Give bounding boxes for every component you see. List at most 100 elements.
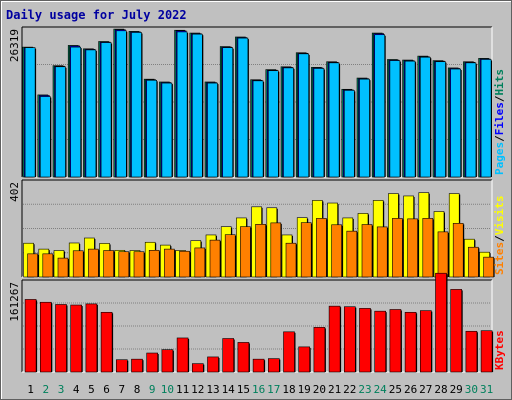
bar-kbytes-day-10 [161, 349, 174, 373]
x-tick-label-day-4: 4 [73, 383, 80, 396]
x-tick-label-day-5: 5 [88, 383, 95, 396]
x-tick-label-day-29: 29 [450, 383, 463, 396]
bar-pages-day-27 [419, 56, 431, 178]
panel-bottom-ymax-label: 161267 [8, 282, 21, 322]
bar-kbytes-day-7 [116, 359, 128, 373]
legend-item-files: Files [493, 102, 506, 135]
bar-pages-day-19 [298, 53, 310, 178]
bar-pages-day-4 [70, 46, 81, 178]
x-tick-label-day-27: 27 [419, 383, 432, 396]
bar-pages-day-12 [192, 33, 203, 178]
legend-item-sites: Sites [493, 242, 506, 275]
bar-kbytes-day-27 [419, 310, 432, 373]
bar-pages-day-24 [374, 34, 386, 178]
bar-kbytes-day-22 [343, 306, 356, 373]
bar-pages-day-15 [237, 37, 249, 178]
x-tick-label-day-8: 8 [134, 383, 141, 396]
bar-pages-day-6 [100, 42, 112, 178]
bar-kbytes-day-15 [237, 342, 250, 373]
bar-pages-day-21 [328, 62, 340, 178]
x-tick-label-day-19: 19 [298, 383, 311, 396]
bar-sites-day-13 [209, 239, 221, 278]
bar-sites-day-1 [27, 253, 38, 278]
x-tick-label-day-30: 30 [465, 383, 478, 396]
legend-item-hits: Hits [493, 69, 506, 96]
x-tick-label-day-24: 24 [374, 383, 388, 396]
bar-pages-day-22 [343, 90, 355, 178]
bar-sites-day-22 [346, 230, 358, 278]
x-tick-label-day-9: 9 [149, 383, 156, 396]
x-tick-label-day-11: 11 [176, 383, 189, 396]
bar-sites-day-24 [376, 226, 388, 278]
bar-sites-day-15 [240, 226, 251, 278]
bar-pages-day-10 [161, 82, 173, 178]
bar-sites-day-17 [270, 222, 282, 278]
bar-pages-day-25 [389, 60, 401, 178]
bar-sites-day-18 [285, 242, 297, 278]
bar-sites-day-23 [361, 224, 373, 278]
bar-pages-day-8 [131, 32, 142, 178]
bar-sites-day-4 [72, 250, 84, 278]
x-tick-label-day-18: 18 [282, 383, 295, 396]
bar-pages-day-9 [146, 79, 157, 178]
bar-pages-day-5 [85, 49, 97, 178]
bar-kbytes-day-17 [267, 358, 280, 373]
legend-separator: / [493, 235, 506, 242]
bar-sites-day-11 [179, 250, 190, 278]
bar-kbytes-day-4 [70, 304, 82, 373]
bar-sites-day-30 [468, 246, 479, 278]
bar-sites-day-6 [103, 250, 114, 278]
x-tick-label-day-3: 3 [58, 383, 65, 396]
x-tick-label-day-12: 12 [191, 383, 204, 396]
bar-sites-day-27 [422, 218, 434, 278]
bar-sites-day-12 [194, 247, 206, 278]
bar-pages-day-2 [39, 96, 51, 178]
bar-sites-day-7 [118, 251, 130, 278]
bar-sites-day-26 [407, 218, 418, 278]
bar-kbytes-day-24 [374, 310, 387, 373]
bar-pages-day-28 [435, 61, 446, 178]
bar-kbytes-day-19 [298, 346, 311, 373]
bar-pages-day-14 [222, 47, 233, 178]
x-tick-label-day-26: 26 [404, 383, 417, 396]
bar-pages-day-20 [313, 68, 325, 178]
x-tick-label-day-20: 20 [313, 383, 326, 396]
legend-item-kbytes: KBytes [493, 330, 506, 370]
bar-sites-day-21 [331, 224, 342, 278]
legend-item-pages: Pages [493, 142, 506, 175]
bar-pages-day-18 [283, 67, 294, 178]
bar-kbytes-day-12 [192, 363, 204, 373]
panel-middle-ymax-label: 402 [8, 182, 21, 202]
bar-kbytes-day-2 [39, 301, 52, 373]
x-tick-label-day-1: 1 [27, 383, 34, 396]
bar-sites-day-10 [164, 248, 175, 278]
x-tick-label-day-17: 17 [267, 383, 280, 396]
bar-pages-day-3 [55, 66, 66, 178]
bar-kbytes-day-23 [359, 308, 371, 373]
x-tick-label-day-10: 10 [161, 383, 174, 396]
bar-sites-day-16 [255, 224, 266, 278]
bar-pages-day-13 [207, 82, 218, 178]
bar-kbytes-day-14 [222, 338, 234, 373]
bar-kbytes-day-16 [252, 358, 265, 373]
bar-sites-day-5 [88, 248, 99, 278]
bar-kbytes-day-31 [480, 330, 493, 373]
bar-sites-day-2 [42, 253, 54, 278]
bar-sites-day-19 [300, 222, 312, 278]
chart-title: Daily usage for July 2022 [6, 8, 187, 22]
bar-sites-day-20 [316, 218, 327, 278]
bar-kbytes-day-3 [55, 304, 67, 373]
bar-sites-day-14 [224, 234, 236, 278]
bar-kbytes-day-1 [24, 299, 37, 373]
bar-kbytes-day-18 [283, 331, 295, 373]
x-tick-label-day-13: 13 [206, 383, 219, 396]
x-tick-label-day-14: 14 [222, 383, 236, 396]
x-tick-label-day-22: 22 [343, 383, 356, 396]
bar-kbytes-day-25 [389, 309, 402, 373]
legend-item-visits: Visits [493, 196, 506, 236]
panel-top-ymax-label: 26319 [8, 29, 21, 62]
bar-kbytes-day-21 [328, 305, 341, 373]
bar-sites-day-9 [148, 249, 160, 278]
x-tick-label-day-16: 16 [252, 383, 265, 396]
